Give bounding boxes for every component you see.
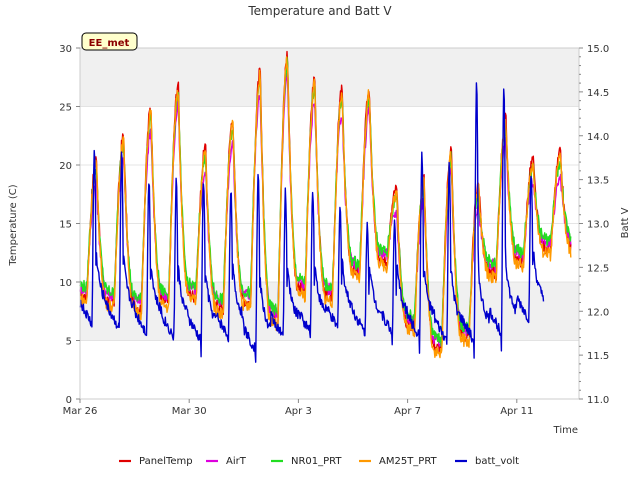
y2-tick-label: 15.0	[587, 44, 609, 55]
legend-item-NR01_PRT: NR01_PRT	[271, 456, 342, 467]
y2-tick-label: 14.0	[587, 132, 609, 143]
y-tick-label: 0	[66, 395, 72, 406]
legend-item-AirT: AirT	[206, 456, 247, 467]
left-axis: 0 5 10 15 20 25 30	[59, 44, 80, 406]
station-badge: EE_met	[81, 32, 138, 51]
legend-item-batt_volt: batt_volt	[455, 456, 519, 467]
legend-label: AM25T_PRT	[379, 456, 438, 467]
y-tick-label: 10	[59, 278, 72, 289]
legend-item-AM25T_PRT: AM25T_PRT	[359, 456, 438, 467]
legend-label: batt_volt	[475, 456, 519, 467]
band-1	[80, 48, 579, 107]
x-tick-label: Apr 3	[285, 406, 312, 417]
y-tick-label: 15	[59, 220, 72, 231]
y-tick-label: 30	[59, 44, 72, 55]
y-tick-label: 20	[59, 161, 72, 172]
x-tick-label: Apr 11	[500, 406, 533, 417]
y2-axis-label: Batt V	[620, 207, 631, 238]
station-badge-text: EE_met	[89, 38, 130, 49]
right-axis: 11.0 11.5 12.0 12.5 13.0 13.5 14.0 14.5 15.0	[579, 44, 609, 406]
y-axis-label: Temperature (C)	[8, 184, 19, 266]
y2-tick-label: 11.5	[587, 351, 609, 362]
legend-label: AirT	[226, 456, 247, 467]
x-tick-label: Mar 30	[172, 406, 207, 417]
y2-tick-label: 14.5	[587, 88, 609, 99]
legend-label: PanelTemp	[139, 456, 193, 467]
y-tick-label: 5	[66, 337, 72, 348]
legend: PanelTemp AirT NR01_PRT AM25T_PRT batt_volt	[119, 456, 519, 467]
y-tick-label: 25	[59, 103, 72, 114]
x-axis-label: Time	[553, 425, 578, 436]
chart-title: Temperature and Batt V	[247, 4, 392, 18]
legend-label: NR01_PRT	[291, 456, 342, 467]
y2-tick-label: 11.0	[587, 395, 609, 406]
y2-tick-label: 12.0	[587, 307, 609, 318]
x-tick-label: Mar 26	[63, 406, 98, 417]
y2-tick-label: 12.5	[587, 263, 609, 274]
series-line-AM25T_PRT	[79, 56, 572, 359]
legend-item-PanelTemp: PanelTemp	[119, 456, 193, 467]
series-line-NR01_PRT	[79, 56, 572, 347]
x-axis: Mar 26 Mar 30 Apr 3 Apr 7 Apr 11	[63, 399, 533, 417]
plot-lines	[79, 50, 572, 363]
y2-tick-label: 13.5	[587, 176, 609, 187]
series-line-batt_volt	[79, 82, 545, 363]
x-tick-label: Apr 7	[394, 406, 421, 417]
y2-tick-label: 13.0	[587, 220, 609, 231]
